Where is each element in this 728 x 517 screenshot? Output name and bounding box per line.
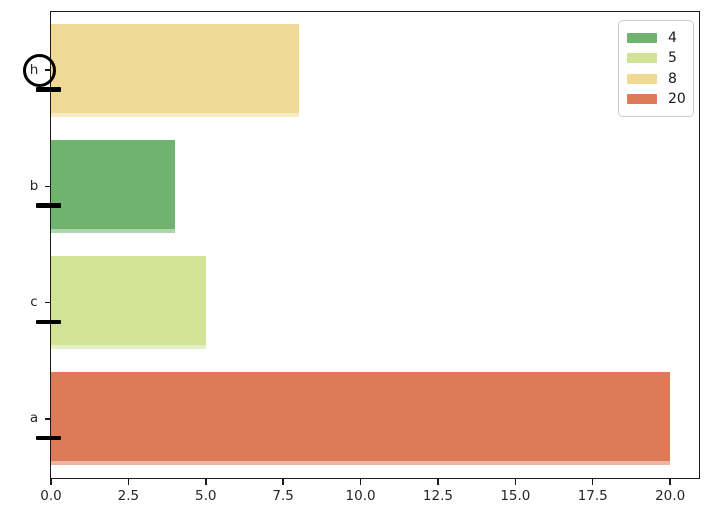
legend-entry-4: 4 bbox=[627, 31, 685, 45]
legend-entry-8: 8 bbox=[627, 72, 685, 86]
bar-bottom-edge bbox=[51, 112, 299, 117]
x-tick-10.0 bbox=[359, 478, 362, 485]
legend-label-20: 20 bbox=[668, 90, 686, 107]
x-tick-20.0 bbox=[669, 478, 671, 485]
legend-entry-5: 5 bbox=[627, 51, 685, 65]
x-tick-label-5.0: 5.0 bbox=[195, 488, 217, 504]
x-tick-label-7.5: 7.5 bbox=[272, 488, 294, 504]
legend-label-5: 5 bbox=[668, 50, 677, 67]
circle-annotation bbox=[23, 53, 56, 87]
bold-tick-a bbox=[36, 435, 61, 441]
x-tick-2.5 bbox=[127, 478, 130, 485]
y-tick-b bbox=[45, 185, 51, 188]
x-tick-12.5 bbox=[437, 478, 439, 485]
bar-bottom-edge bbox=[51, 345, 206, 350]
x-tick-15.0 bbox=[514, 478, 517, 485]
legend-swatch-20 bbox=[627, 93, 657, 104]
legend-entry-20: 20 bbox=[627, 90, 686, 107]
x-tick-label-20.0: 20.0 bbox=[655, 488, 686, 504]
x-tick-label-2.5: 2.5 bbox=[117, 488, 140, 504]
x-tick-label-10.0: 10.0 bbox=[345, 488, 376, 504]
y-tick-label-c: c bbox=[30, 294, 38, 311]
x-tick-label-17.5: 17.5 bbox=[577, 488, 608, 504]
x-tick-0.0 bbox=[50, 478, 52, 485]
bar-bottom-edge bbox=[51, 228, 175, 233]
x-tick-7.5 bbox=[282, 478, 284, 485]
legend-label-8: 8 bbox=[668, 70, 677, 87]
y-tick-a bbox=[45, 418, 51, 420]
x-tick-17.5 bbox=[591, 478, 594, 485]
legend: 4 5 8 20 bbox=[618, 20, 694, 117]
bold-tick-h bbox=[36, 87, 61, 92]
y-tick-label-a: a bbox=[29, 410, 39, 427]
y-tick-c bbox=[45, 301, 51, 304]
bold-tick-c bbox=[36, 319, 61, 325]
y-tick-label-b: b bbox=[29, 177, 39, 194]
bar-bottom-edge bbox=[51, 461, 671, 466]
bar-b bbox=[51, 139, 175, 233]
legend-swatch-4 bbox=[627, 33, 657, 44]
legend-label-4: 4 bbox=[668, 30, 677, 47]
bar-h bbox=[51, 23, 299, 117]
x-tick-label-15.0: 15.0 bbox=[500, 488, 531, 504]
x-tick-label-0.0: 0.0 bbox=[40, 488, 62, 504]
bar-c bbox=[51, 256, 206, 350]
bold-tick-b bbox=[36, 203, 61, 208]
bar-a bbox=[51, 372, 671, 466]
legend-swatch-5 bbox=[627, 53, 657, 64]
x-tick-5.0 bbox=[205, 478, 207, 485]
legend-swatch-8 bbox=[627, 73, 657, 84]
x-tick-label-12.5: 12.5 bbox=[422, 488, 453, 504]
